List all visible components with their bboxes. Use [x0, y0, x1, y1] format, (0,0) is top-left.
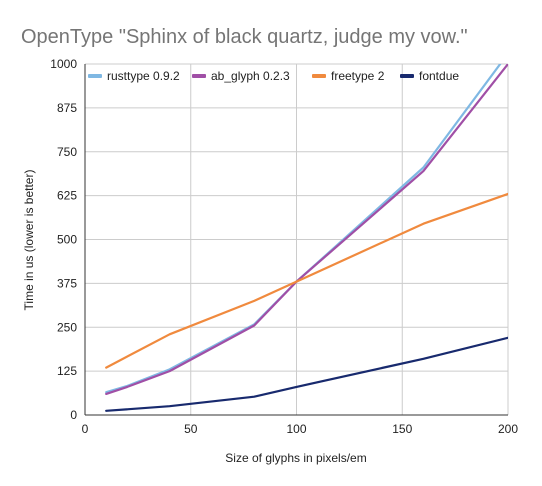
y-tick-label: 625: [57, 189, 77, 203]
legend: rusttype 0.9.2 ab_glyph 0.2.3 freetype 2 fo…: [88, 69, 459, 83]
legend-label: fontdue: [419, 69, 459, 83]
legend-label: freetype 2: [331, 69, 385, 83]
legend-label: rusttype 0.9.2: [107, 69, 180, 83]
series-layer: [105, 64, 508, 412]
x-tick-label: 200: [498, 422, 518, 436]
series-line-ab-glyph: [105, 64, 508, 395]
x-tick-label: 100: [286, 422, 306, 436]
y-tick-label: 375: [57, 276, 77, 290]
grid-layer: [85, 63, 509, 415]
legend-swatch: [192, 74, 206, 78]
chart-title: OpenType "Sphinx of black quartz, judge …: [21, 26, 468, 48]
legend-swatch: [312, 74, 326, 78]
y-tick-label: 750: [57, 145, 77, 159]
legend-item-freetype: freetype 2: [312, 69, 385, 83]
y-tick-label: 1000: [50, 57, 77, 71]
series-line-fontdue: [105, 336, 508, 412]
x-tick-label: 150: [392, 422, 412, 436]
legend-item-fontdue: fontdue: [400, 69, 459, 83]
legend-swatch: [400, 74, 414, 78]
legend-item-ab-glyph: ab_glyph 0.2.3: [192, 69, 290, 83]
legend-label: ab_glyph 0.2.3: [211, 69, 290, 83]
series-line-rusttype: [105, 64, 502, 394]
y-tick-label: 500: [57, 233, 77, 247]
y-tick-label: 0: [70, 408, 77, 422]
y-axis-label: Time in us (lower is better): [22, 170, 36, 311]
y-tick-label: 250: [57, 320, 77, 334]
axis-layer: 0 125 250 375 500 625 750 875 1000 0 50 100 150 200: [50, 57, 518, 436]
legend-swatch: [88, 74, 102, 78]
x-tick-label: 0: [82, 422, 89, 436]
x-axis-label: Size of glyphs in pixels/em: [225, 451, 366, 465]
series-line-freetype: [105, 192, 508, 369]
y-tick-label: 125: [57, 364, 77, 378]
x-tick-label: 50: [184, 422, 198, 436]
legend-item-rusttype: rusttype 0.9.2: [88, 69, 180, 83]
y-tick-label: 875: [57, 101, 77, 115]
